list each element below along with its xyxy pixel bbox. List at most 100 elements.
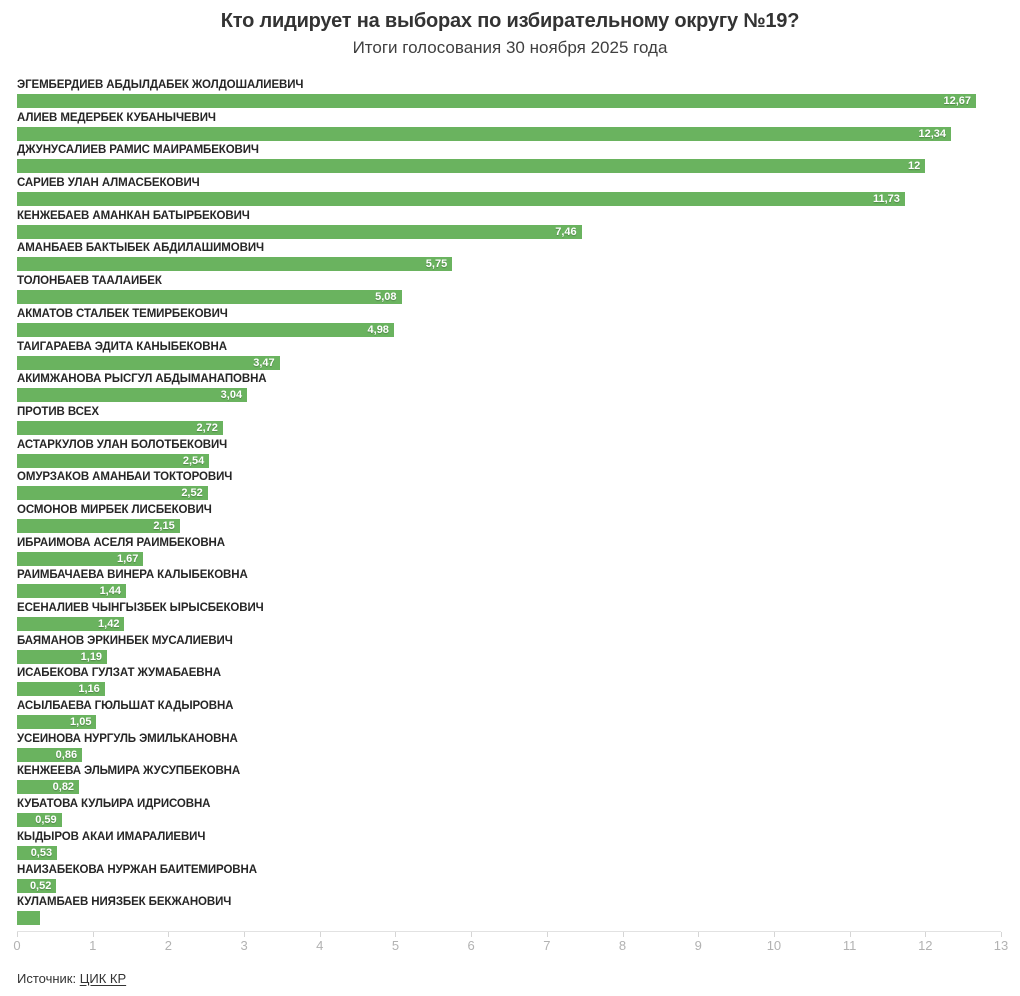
x-axis-tick <box>773 931 775 937</box>
bar: 1,19 <box>17 649 108 664</box>
bar-value-label: 5,08 <box>375 291 397 304</box>
bar-track: 1,67 <box>17 551 1001 566</box>
chart-row: ОСМОНОВ МИРБЕК ЛИСБЕКОВИЧ 2,15 <box>17 504 1001 537</box>
bar: 4,98 <box>17 322 394 337</box>
bar: 2,54 <box>17 453 210 468</box>
chart-row: КЫДЫРОВ АКАЙ ИМАРАЛИЕВИЧ 0,53 <box>17 831 1001 864</box>
x-axis-tick <box>698 931 700 937</box>
x-axis-tick-label: 10 <box>766 937 782 953</box>
bar-track: 12,34 <box>17 126 1001 141</box>
bar-value-label: 0,82 <box>52 781 75 794</box>
bar: 12,67 <box>17 94 977 108</box>
source-label: Источник: <box>17 971 77 986</box>
bar-value-label: 1,44 <box>99 585 121 598</box>
candidate-label: КУБАТОВА КУЛЬИРА ИДРИСОВНА <box>17 798 211 811</box>
bar-value-label: 1,67 <box>116 552 139 565</box>
bar-track: 0,59 <box>17 813 1001 828</box>
candidate-label: ЕСЕНАЛИЕВ ЧЫНГЫЗБЕК ЫРЫСБЕКОВИЧ <box>17 602 264 614</box>
candidate-label: КУЛАМБАЕВ НИЯЗБЕК БЕКЖАНОВИЧ <box>17 896 232 909</box>
candidate-label: ТОЛОНБАЕВ ТААЛАЙБЕК <box>17 275 162 288</box>
bar-value-label: 0,53 <box>30 846 53 859</box>
chart-row: ЭГЕМБЕРДИЕВ АБДЫЛДАБЕК ЖОЛДОШАЛИЕВИЧ 12,6… <box>17 79 1001 112</box>
bar-track: 1,05 <box>17 715 1001 730</box>
chart-row: ИБРАИМОВА АСЕЛЯ РАИМБЕКОВНА 1,67 <box>17 537 1001 570</box>
chart-row: БАЯМАНОВ ЭРКИНБЕК МУСАЛИЕВИЧ 1,19 <box>17 635 1001 668</box>
chart-row: РАИМБАЧАЕВА ВИНЕРА КАЛЫБЕКОВНА 1,44 <box>17 569 1001 602</box>
bar-track: 0,53 <box>17 845 1001 860</box>
candidate-label: САРИЕВ УЛАН АЛМАСБЕКОВИЧ <box>17 177 200 190</box>
candidate-label: КЕНЖЕБАЕВ АМАНКАН БАТЫРБЕКОВИЧ <box>17 209 250 222</box>
bar: 7,46 <box>17 224 582 239</box>
x-axis-tick-label: 3 <box>240 937 248 953</box>
bar-value-label: 7,46 <box>555 225 577 238</box>
bar-value-label: 0,52 <box>29 879 52 892</box>
bar: 2,52 <box>17 486 208 501</box>
bar: 3,04 <box>17 388 248 403</box>
bar-value-label: 2,54 <box>182 454 205 467</box>
x-axis-tick <box>92 931 94 937</box>
bar-track: 12,67 <box>17 94 1001 108</box>
bar-track: 2,15 <box>17 518 1001 533</box>
chart-row: ПРОТИВ ВСЕХ 2,72 <box>17 406 1001 439</box>
bar-track: 1,16 <box>17 682 1001 697</box>
candidate-label: ПРОТИВ ВСЕХ <box>17 405 99 418</box>
x-axis-tick-label: 2 <box>164 937 172 953</box>
bar: 1,67 <box>17 551 144 566</box>
candidate-label: ИБРАИМОВА АСЕЛЯ РАИМБЕКОВНА <box>17 536 225 549</box>
x-axis-tick <box>244 931 246 937</box>
bar-value-label: 0,59 <box>35 814 57 827</box>
bar-value-label: 2,52 <box>181 487 203 500</box>
chart-row: АСТАРКУЛОВ УЛАН БОЛОТБЕКОВИЧ 2,54 <box>17 439 1001 472</box>
candidate-label: ОСМОНОВ МИРБЕК ЛИСБЕКОВИЧ <box>17 503 212 516</box>
source-link[interactable]: ЦИК КР <box>79 971 127 986</box>
bar-track: 11,73 <box>17 192 1001 207</box>
bar-track: 0,82 <box>17 780 1001 795</box>
bar <box>17 911 40 926</box>
bar-track: 3,47 <box>17 355 1001 370</box>
candidate-label: ОМУРЗАКОВ АМАНБАЙ ТОКТОРОВИЧ <box>17 471 233 484</box>
candidate-label: КЫДЫРОВ АКАЙ ИМАРАЛИЕВИЧ <box>17 830 206 843</box>
source-note: Источник: ЦИК КР <box>17 971 126 986</box>
candidate-label: ТАЙГАРАЕВА ЭДИТА КАНЫБЕКОВНА <box>17 340 227 353</box>
x-axis-tick-label: 11 <box>842 937 857 953</box>
chart-row: ИСАБЕКОВА ГУЛЗАТ ЖУМАБАЕВНА 1,16 <box>17 667 1001 700</box>
chart-row: КУЛАМБАЕВ НИЯЗБЕК БЕКЖАНОВИЧ <box>17 896 1001 929</box>
x-axis-tick <box>17 931 18 937</box>
candidate-label: КЕНЖЕЕВА ЭЛЬМИРА ЖУСУПБЕКОВНА <box>17 765 241 778</box>
bar: 5,75 <box>17 257 453 272</box>
bar-value-label: 1,05 <box>70 716 92 729</box>
bar: 1,16 <box>17 682 105 697</box>
chart-row: КУБАТОВА КУЛЬИРА ИДРИСОВНА 0,59 <box>17 798 1001 831</box>
x-axis-tick <box>622 931 624 937</box>
bar: 0,53 <box>17 845 58 860</box>
chart-row: ОМУРЗАКОВ АМАНБАЙ ТОКТОРОВИЧ 2,52 <box>17 471 1001 504</box>
candidate-label: ИСАБЕКОВА ГУЛЗАТ ЖУМАБАЕВНА <box>17 667 221 680</box>
bar-value-label: 1,16 <box>78 683 100 696</box>
candidate-label: АМАНБАЕВ БАКТЫБЕК АБДИЛАШИМОВИЧ <box>17 242 264 255</box>
bar-value-label: 3,47 <box>253 356 275 369</box>
bar: 1,44 <box>17 584 126 599</box>
bar-value-label: 2,72 <box>196 421 218 434</box>
bar-track: 1,44 <box>17 584 1001 599</box>
x-axis-tick-label: 0 <box>13 937 21 953</box>
x-axis-tick-label: 13 <box>993 937 1009 953</box>
bar-value-label: 11,73 <box>872 193 900 206</box>
bar-track: 5,08 <box>17 290 1001 305</box>
x-axis-tick-label: 1 <box>89 937 97 953</box>
bar-track: 2,72 <box>17 420 1001 435</box>
x-axis-tick <box>546 931 548 937</box>
x-axis-tick <box>168 931 170 937</box>
x-axis-tick-label: 8 <box>618 937 627 953</box>
bar-value-label: 3,04 <box>220 389 243 402</box>
bar-track: 2,54 <box>17 453 1001 468</box>
bar: 5,08 <box>17 290 402 305</box>
x-axis-tick-label: 5 <box>391 937 400 953</box>
candidate-label: АЛИЕВ МЕДЕРБЕК КУБАНЫЧЕВИЧ <box>17 111 216 124</box>
bar-value-label: 2,15 <box>153 519 175 532</box>
x-axis-tick-label: 7 <box>543 937 551 953</box>
x-axis-tick-label: 9 <box>694 937 702 953</box>
chart-row: ДЖУНУСАЛИЕВ РАМИС МАЙРАМБЕКОВИЧ 12 <box>17 144 1001 177</box>
bar-track: 5,75 <box>17 257 1001 272</box>
bar-value-label: 12 <box>908 160 921 173</box>
chart-row: АМАНБАЕВ БАКТЫБЕК АБДИЛАШИМОВИЧ 5,75 <box>17 242 1001 275</box>
